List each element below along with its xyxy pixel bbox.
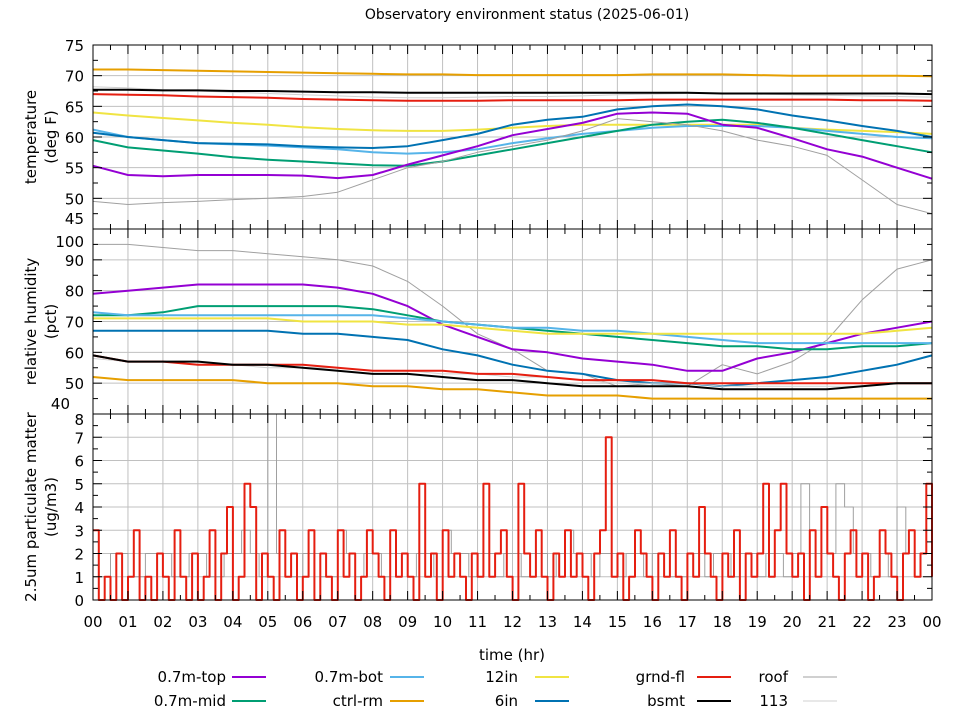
series-line-07m-bot-panel-1 (92, 311, 932, 345)
y-axis-label-line: 2.5um particulate matter (22, 411, 40, 601)
y-tick-label: 90 (65, 252, 84, 270)
y-tick-label: 75 (65, 37, 84, 55)
legend-label: 113 (759, 692, 788, 710)
x-tick-label: 04 (223, 613, 242, 631)
y-tick-label: 5 (74, 476, 84, 494)
legend-item-07m-mid: 0.7m-mid (154, 692, 266, 710)
y-tick-label: 100 (55, 233, 84, 251)
x-tick-label: 14 (573, 613, 592, 631)
series-line-ctrl-rm-panel-1 (92, 376, 932, 400)
y-tick-label: 1 (74, 569, 84, 587)
legend-item-6in: 6in (495, 692, 569, 710)
legend-label: 0.7m-bot (315, 668, 384, 686)
series-line-roof-panel-0 (92, 118, 933, 215)
legend-label: bsmt (647, 692, 685, 710)
y-axis-label-line: relative humidity (22, 258, 40, 386)
series-line-ctrl-rm-panel-0 (93, 68, 933, 78)
x-tick-label: 03 (188, 613, 207, 631)
y-tick-label: 60 (65, 129, 84, 147)
panel-0: 45 50 55 60 65 70 75 temperature (deg F) (22, 37, 933, 230)
x-tick-label: 01 (118, 613, 137, 631)
x-tick-label: 15 (608, 613, 627, 631)
series-line-6in-panel-1 (93, 329, 933, 388)
legend-item-07m-bot: 0.7m-bot (315, 668, 424, 686)
series-line-07m-top-panel-0 (92, 111, 933, 180)
legend-label: 12in (485, 668, 518, 686)
x-tick-label: 12 (503, 613, 522, 631)
legend-label: grnd-fl (636, 668, 685, 686)
x-tick-label: 08 (363, 613, 382, 631)
x-tick-label: 00 (922, 613, 941, 631)
y-tick-label: 80 (65, 283, 84, 301)
y-tick-label: 7 (74, 429, 84, 447)
y-tick-label: 0 (74, 592, 84, 610)
series-line-6in-panel-0 (92, 103, 933, 149)
y-tick-label: 65 (65, 98, 84, 116)
legend-label: ctrl-rm (333, 692, 383, 710)
x-tick-label: 06 (293, 613, 312, 631)
y-axis-label-line: (pct) (42, 304, 60, 339)
x-tick-label: 20 (783, 613, 802, 631)
x-tick-label: 07 (328, 613, 347, 631)
series-line-113-panel-0 (92, 86, 933, 99)
x-tick-label: 21 (818, 613, 837, 631)
x-tick-label: 00 (83, 613, 102, 631)
legend-item-roof: roof (759, 668, 837, 686)
y-tick-label: 8 (74, 411, 84, 429)
x-tick-label: 10 (433, 613, 452, 631)
x-tick-label: 19 (748, 613, 767, 631)
y-tick-label: 70 (65, 314, 84, 332)
series-line-grnd-fl-panel-0 (92, 93, 933, 102)
y-tick-label: 4 (74, 499, 84, 517)
legend-item-ctrl-rm: ctrl-rm (333, 692, 424, 710)
x-tick-label: 18 (713, 613, 732, 631)
series-line-bsmt-panel-1 (92, 354, 932, 391)
chart-title: Observatory environment status (2025-06-… (365, 7, 689, 23)
legend-item-07m-top: 0.7m-top (158, 668, 266, 686)
y-tick-label: 60 (65, 344, 84, 362)
x-tick-label: 16 (643, 613, 662, 631)
x-tick-label: 05 (258, 613, 277, 631)
x-tick-label: 09 (398, 613, 417, 631)
x-tick-label: 02 (153, 613, 172, 631)
y-tick-label: 6 (74, 453, 84, 471)
panel-2: 0 1 2 3 4 5 6 78 2.5um particulate matter (ug/m3) (22, 411, 933, 610)
legend-label: 6in (495, 692, 518, 710)
legend-item-113: 113 (759, 692, 837, 710)
y-tick-label: 50 (65, 190, 84, 208)
legend-label: 0.7m-top (158, 668, 226, 686)
x-tick-label: 17 (678, 613, 697, 631)
series-line-12in-panel-1 (93, 317, 933, 335)
legend-item-grnd-fl: grnd-fl (636, 668, 731, 686)
y-axis-label-line: (deg F) (42, 110, 60, 163)
y-tick-label: 3 (74, 522, 84, 540)
y-tick-label: 55 (65, 160, 84, 178)
x-tick-label: 23 (887, 613, 906, 631)
y-tick-label: 2 (74, 546, 84, 564)
legend-item-12in: 12in (485, 668, 569, 686)
y-axis-label-line: (ug/m3) (42, 477, 60, 537)
y-axis-label: temperature (deg F) (22, 90, 60, 184)
legend-label: roof (759, 668, 789, 686)
legend-label: 0.7m-mid (154, 692, 226, 710)
legend-item-bsmt: bsmt (647, 692, 731, 710)
x-axis-label: time (hr) (479, 646, 545, 664)
x-tick-label: 22 (853, 613, 872, 631)
y-tick-label: 45 (65, 210, 84, 228)
series-line-07m-top-panel-1 (92, 283, 933, 372)
y-tick-label: 40 (51, 395, 70, 413)
y-tick-label: 50 (65, 375, 84, 393)
series-line-bsmt-panel-0 (93, 88, 933, 96)
series-line-07m-mid-panel-0 (92, 118, 933, 167)
y-axis-label: relative humidity (pct) (22, 258, 60, 386)
y-axis-label: 2.5um particulate matter (ug/m3) (22, 411, 60, 601)
x-tick-label: 13 (538, 613, 557, 631)
y-tick-label: 70 (65, 68, 84, 86)
x-tick-label: 11 (468, 613, 487, 631)
y-axis-label-line: temperature (22, 90, 40, 184)
